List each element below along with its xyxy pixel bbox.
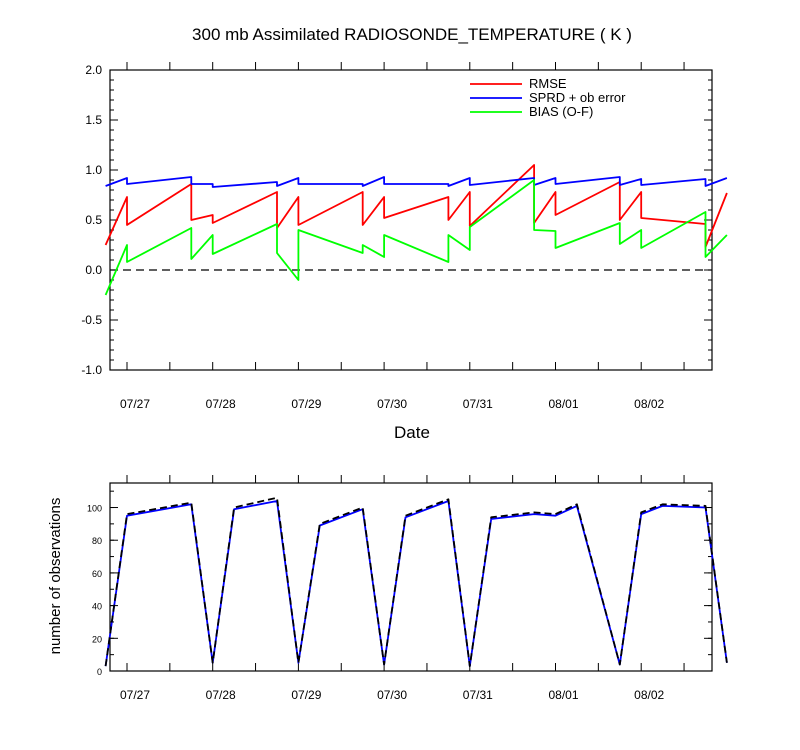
y-tick-label: 1.5 (85, 113, 102, 127)
series-line-rmse (104, 164, 728, 248)
x-tick-label: 07/30 (377, 397, 407, 411)
y-axis-label-observations: number of observations (47, 498, 64, 655)
x-tick-label: 08/01 (548, 397, 578, 411)
y-tick-label: -1.0 (81, 363, 102, 377)
x-tick-label: 07/29 (291, 397, 321, 411)
y-tick-label: 0.0 (85, 263, 102, 277)
plot-frame (109, 482, 713, 672)
y-tick-label: 0.5 (85, 213, 102, 227)
chart-title: 300 mb Assimilated RADIOSONDE_TEMPERATUR… (192, 25, 632, 44)
x-tick-label: 08/02 (634, 397, 664, 411)
x-axis-label: Date (394, 423, 430, 442)
series-line-sprd-ob-error (105, 176, 728, 188)
y-tick-label: 60 (92, 569, 102, 579)
y-tick-label: 1.0 (85, 163, 102, 177)
x-tick-label: 07/28 (206, 688, 236, 702)
x-tick-label: 07/31 (463, 397, 493, 411)
x-tick-label: 07/30 (377, 688, 407, 702)
y-tick-label: -0.5 (81, 313, 102, 327)
x-tick-label: 08/02 (634, 688, 664, 702)
y-tick-label: 0 (97, 667, 102, 677)
y-tick-label: 2.0 (85, 63, 102, 77)
x-tick-label: 07/27 (120, 688, 150, 702)
x-tick-label: 07/31 (463, 688, 493, 702)
y-tick-label: 80 (92, 536, 102, 546)
series-line-0 (104, 500, 728, 667)
y-tick-label: 40 (92, 602, 102, 612)
x-tick-label: 07/28 (206, 397, 236, 411)
x-tick-label: 07/29 (291, 688, 321, 702)
legend-label: SPRD + ob error (529, 90, 626, 105)
legend-label: BIAS (O-F) (529, 104, 593, 119)
legend-label: RMSE (529, 76, 567, 91)
y-tick-label: 20 (92, 634, 102, 644)
x-tick-label: 08/01 (548, 688, 578, 702)
x-tick-label: 07/27 (120, 397, 150, 411)
bottom-plot-area: 0 20 40 60 80 100 07/27 07/28 07/29 07/30 07/31 08/… (87, 475, 728, 702)
top-plot-area: -1.0 -0.5 0.0 0.5 1.0 1.5 2.0 07/27 07/28 07/29 07… (81, 62, 728, 411)
plot-frame (109, 69, 713, 371)
series-line-1 (104, 496, 728, 667)
y-tick-label: 100 (87, 504, 102, 514)
series-line-bias-o-f (104, 179, 728, 296)
